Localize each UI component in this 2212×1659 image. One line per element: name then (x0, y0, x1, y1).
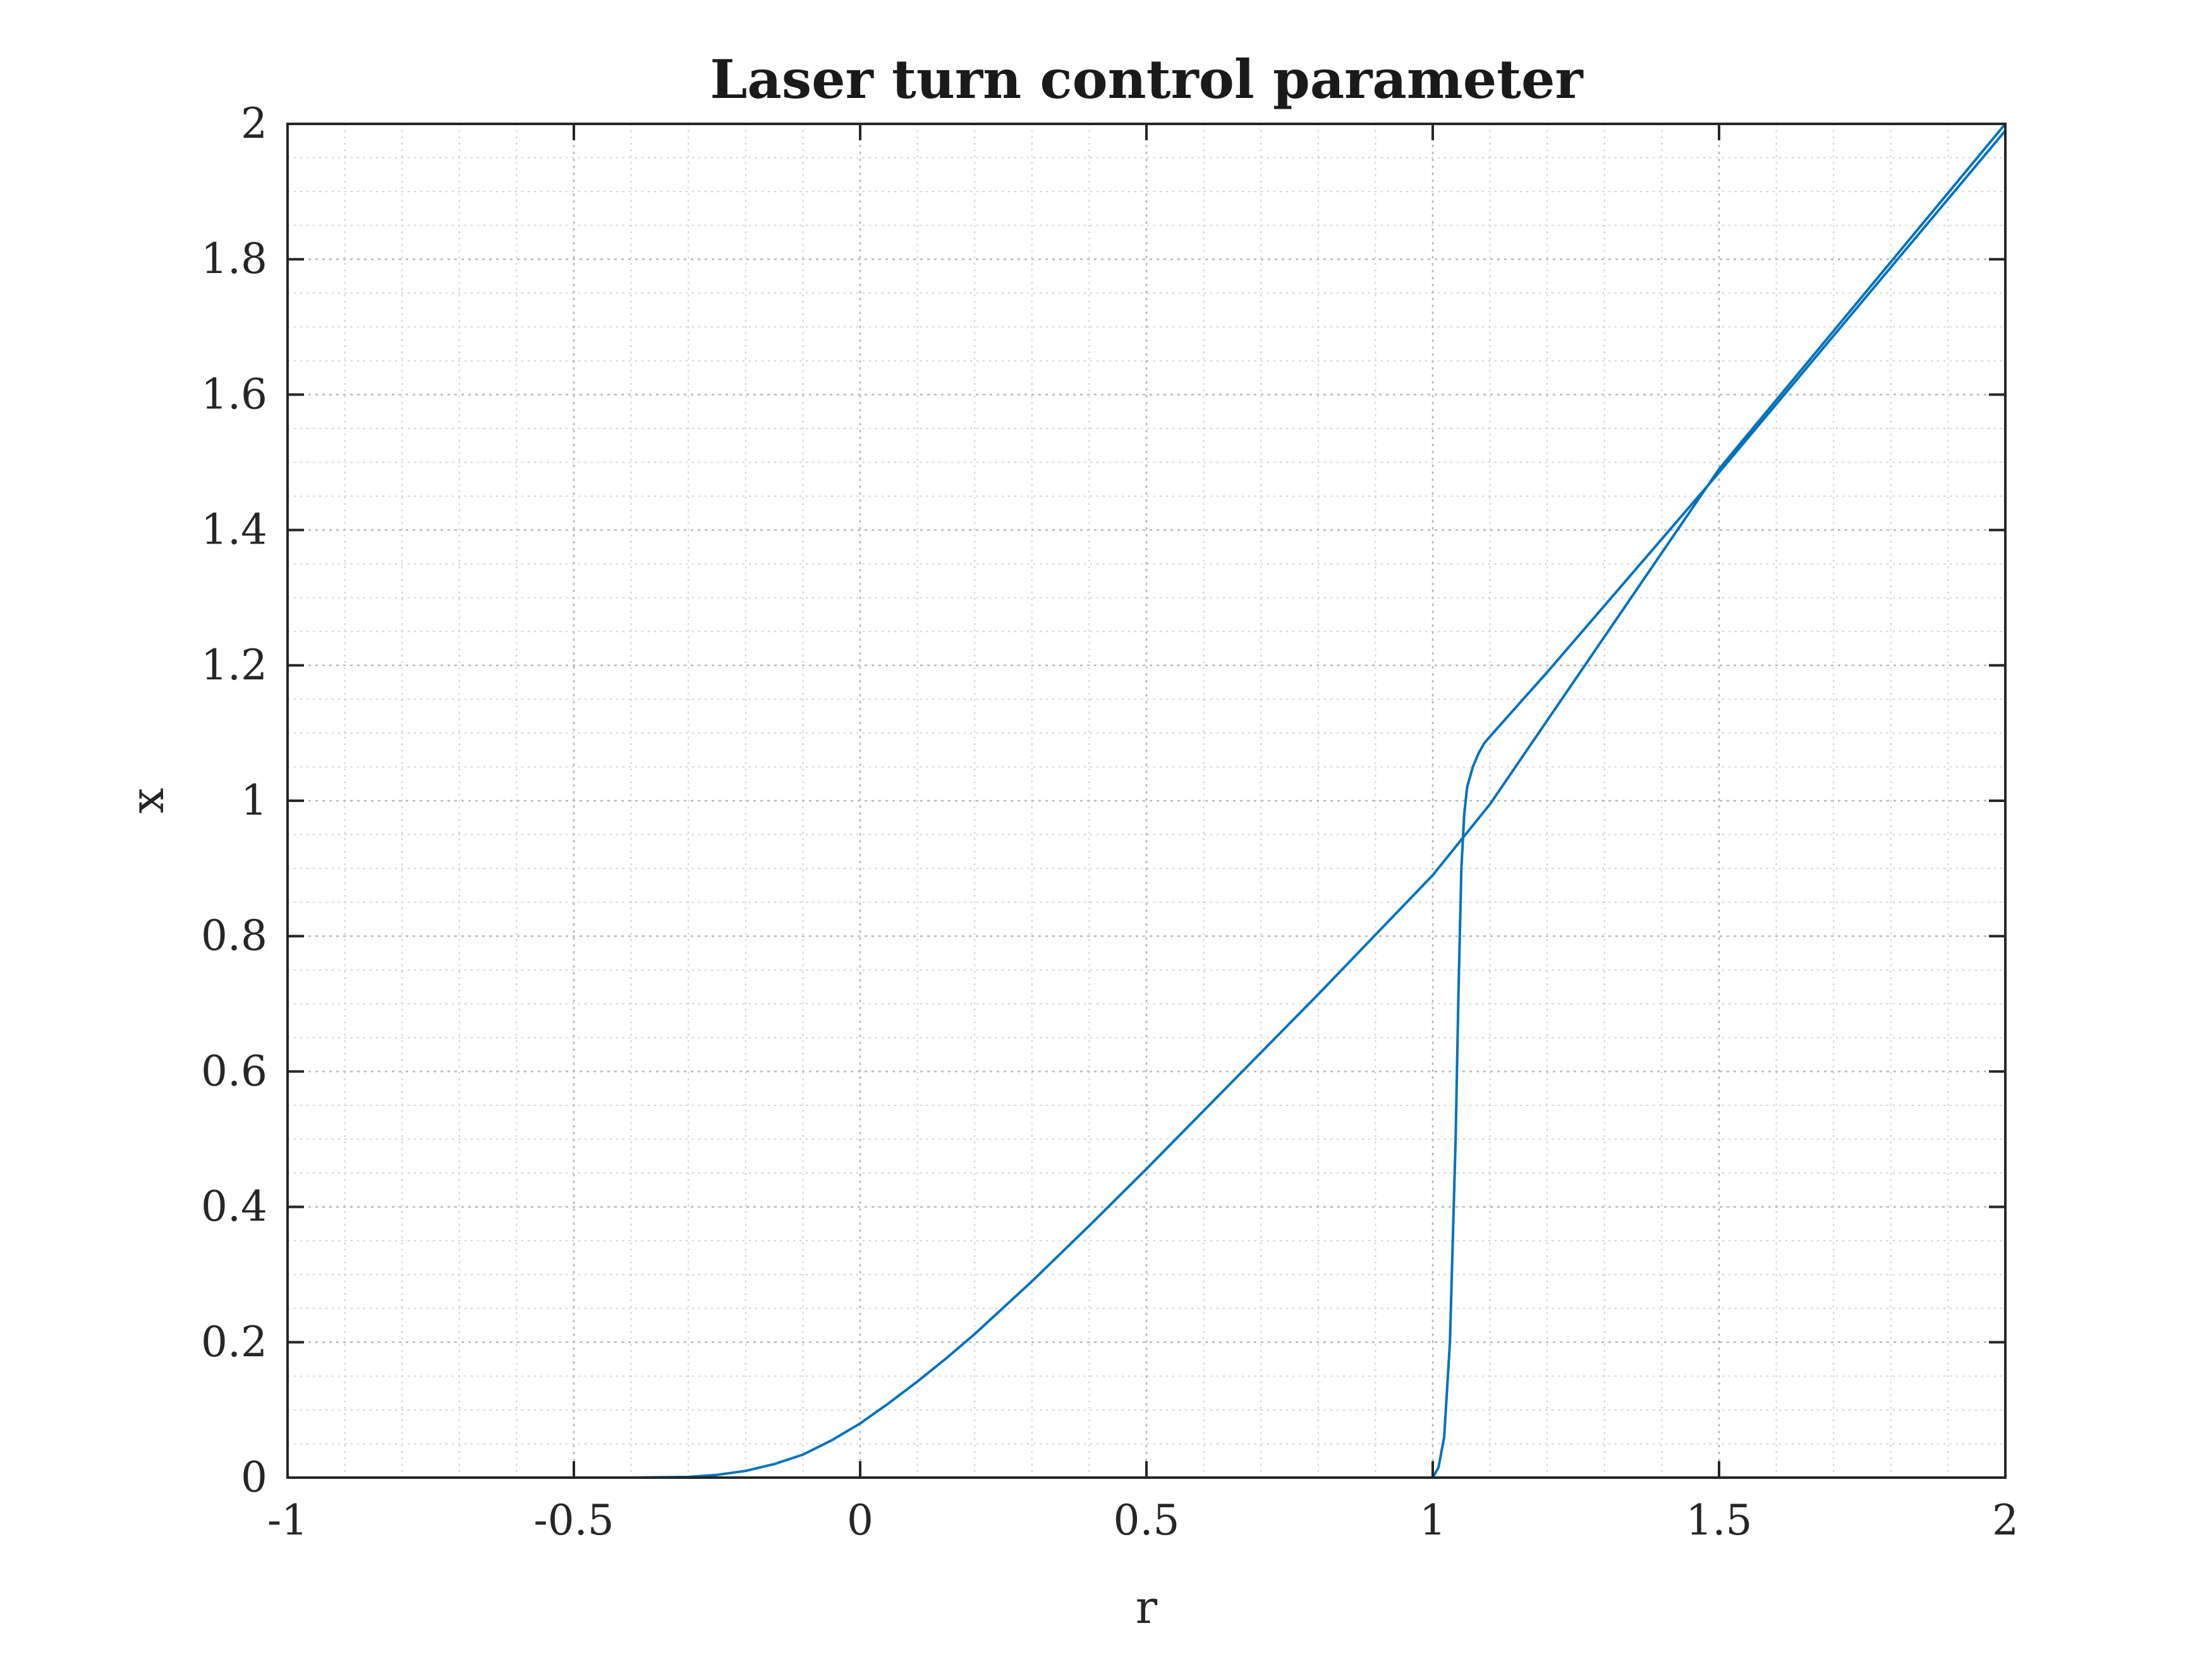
y-tick-labels: 0 0.2 0.4 0.6 0.8 1 1.2 1.4 1.6 1.8 2 (201, 99, 267, 1502)
y-axis-label: x (121, 788, 174, 814)
x-axis-label: r (1136, 1581, 1158, 1634)
x-tick-label: 1.5 (1686, 1496, 1753, 1545)
y-tick-label: 0.4 (201, 1182, 267, 1231)
x-tick-label: 0 (847, 1496, 873, 1545)
chart-title: Laser turn control parameter (710, 48, 1584, 111)
x-tick-label: -0.5 (533, 1496, 614, 1545)
y-tick-label: 1.2 (201, 641, 267, 690)
y-tick-label: 0 (241, 1453, 267, 1502)
y-tick-label: 0.8 (201, 911, 267, 960)
x-tick-label: 0.5 (1114, 1496, 1180, 1545)
y-tick-label: 1.4 (201, 506, 267, 554)
y-tick-label: 1.8 (201, 234, 267, 283)
y-tick-label: 1.6 (201, 370, 267, 418)
x-tick-label: 2 (1992, 1496, 2019, 1545)
y-tick-label: 0.6 (201, 1047, 267, 1095)
series-line-2 (286, 129, 2007, 1479)
series-line-1 (286, 123, 2007, 1479)
x-tick-label: -1 (267, 1496, 308, 1545)
series-layer (286, 123, 2007, 1479)
y-tick-label: 1 (241, 776, 267, 825)
x-tick-label: 1 (1419, 1496, 1446, 1545)
x-tick-labels: -1 -0.5 0 0.5 1 1.5 2 (267, 1496, 2019, 1545)
ticks-layer (286, 123, 2007, 1479)
y-tick-label: 2 (241, 99, 267, 148)
y-tick-label: 0.2 (201, 1318, 267, 1366)
